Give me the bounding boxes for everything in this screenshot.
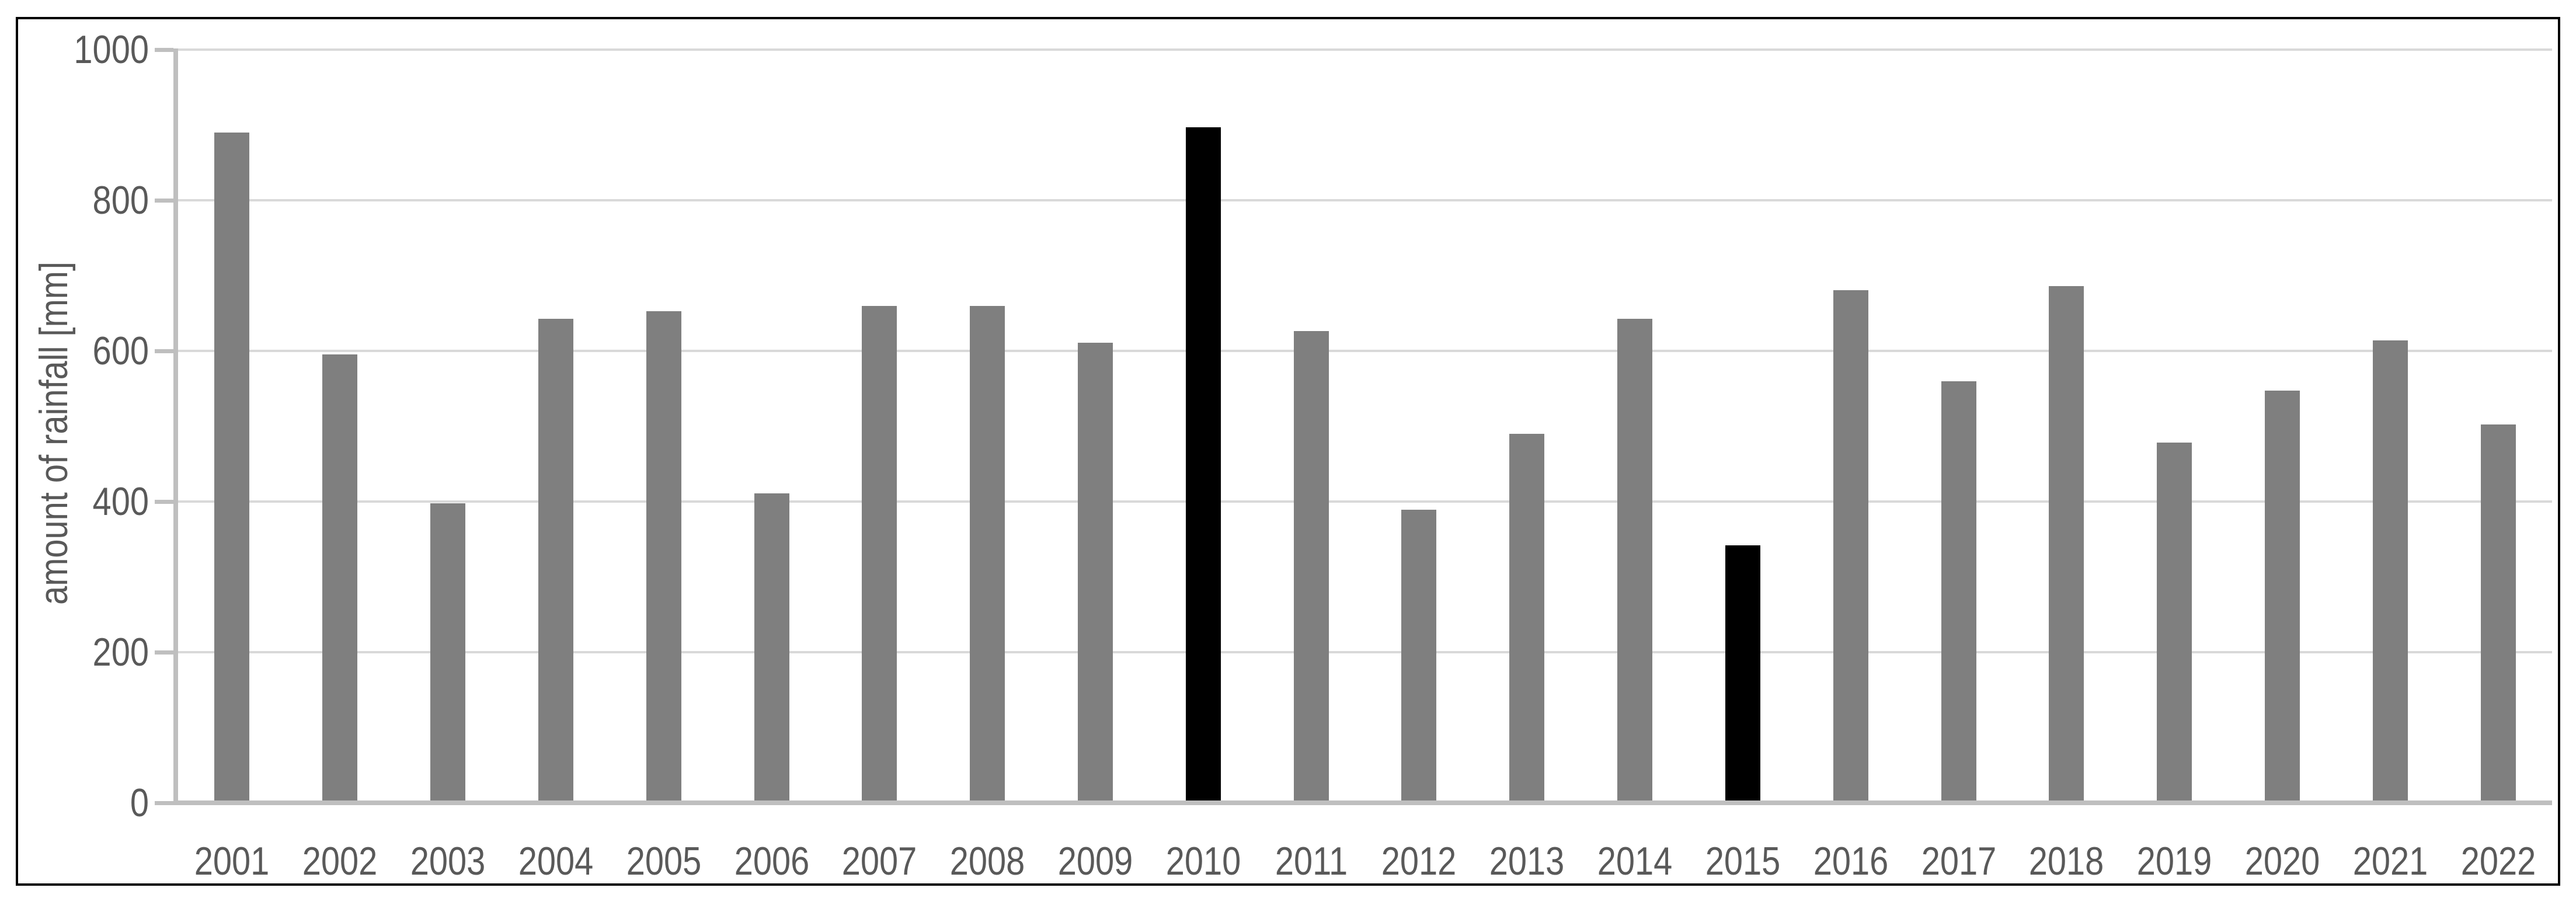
bar-2005: [646, 311, 681, 803]
y-tick-label-800: 800: [92, 178, 149, 222]
x-axis-line: [173, 800, 2552, 805]
bar-2010: [1185, 127, 1221, 803]
gridline-200: [178, 651, 2552, 653]
y-axis-title: amount of rainfall [mm]: [32, 262, 76, 605]
x-tick-label-2012: 2012: [1381, 839, 1457, 883]
x-tick-label-2011: 2011: [1275, 839, 1348, 883]
bar-2003: [430, 503, 466, 803]
x-tick-label-2017: 2017: [1921, 839, 1996, 883]
gridline-1000: [178, 48, 2552, 51]
bar-2002: [322, 354, 358, 803]
bar-2006: [754, 493, 789, 803]
bar-2007: [862, 306, 897, 803]
bar-2011: [1293, 331, 1329, 803]
bar-2014: [1617, 319, 1653, 803]
bar-2012: [1401, 510, 1437, 803]
bar-2022: [2480, 424, 2516, 803]
x-tick-label-2013: 2013: [1489, 839, 1565, 883]
x-tick-label-2005: 2005: [626, 839, 701, 883]
bar-2009: [1077, 343, 1113, 803]
y-tick-label-0: 0: [130, 781, 149, 825]
bar-2015: [1725, 545, 1760, 803]
chart-frame: amount of rainfall [mm] 0 200 400 600 800 100…: [16, 17, 2560, 886]
gridline-800: [178, 199, 2552, 201]
x-tick-label-2009: 2009: [1057, 839, 1133, 883]
bar-2013: [1509, 434, 1545, 803]
x-tick-label-2016: 2016: [1813, 839, 1888, 883]
y-tick-mark-800: [155, 198, 173, 203]
y-tick-mark-200: [155, 650, 173, 655]
y-tick-label-200: 200: [92, 630, 149, 674]
y-tick-label-1000: 1000: [74, 27, 149, 72]
bar-2008: [970, 306, 1005, 803]
x-tick-label-2002: 2002: [302, 839, 378, 883]
x-tick-label-2003: 2003: [410, 839, 486, 883]
x-tick-label-2022: 2022: [2460, 839, 2536, 883]
bar-2019: [2157, 443, 2192, 803]
y-tick-mark-1000: [155, 47, 173, 52]
x-tick-label-2004: 2004: [518, 839, 594, 883]
gridline-600: [178, 350, 2552, 352]
x-tick-label-2018: 2018: [2029, 839, 2104, 883]
bar-2020: [2264, 391, 2300, 803]
x-tick-label-2014: 2014: [1597, 839, 1673, 883]
y-tick-label-400: 400: [92, 479, 149, 524]
y-axis-line: [173, 48, 178, 805]
bar-2004: [538, 319, 573, 803]
x-tick-label-2007: 2007: [842, 839, 917, 883]
bar-2001: [214, 133, 250, 803]
bar-2021: [2372, 340, 2408, 803]
bar-2016: [1833, 290, 1868, 803]
x-tick-label-2019: 2019: [2136, 839, 2212, 883]
bar-2018: [2049, 286, 2084, 803]
x-tick-label-2006: 2006: [734, 839, 809, 883]
x-tick-label-2001: 2001: [194, 839, 270, 883]
y-tick-mark-400: [155, 499, 173, 504]
gridline-400: [178, 500, 2552, 503]
x-tick-label-2010: 2010: [1165, 839, 1241, 883]
plot-area: 0 200 400 600 800 1000 2001 2002 2003 2004 2005 200…: [74, 27, 2552, 881]
x-tick-label-2015: 2015: [1705, 839, 1781, 883]
x-tick-label-2020: 2020: [2244, 839, 2320, 883]
y-tick-label-600: 600: [92, 329, 149, 373]
x-tick-label-2008: 2008: [949, 839, 1025, 883]
y-tick-mark-600: [155, 349, 173, 353]
y-tick-mark-0: [155, 800, 173, 805]
bar-2017: [1941, 381, 1976, 803]
x-tick-label-2021: 2021: [2352, 839, 2428, 883]
